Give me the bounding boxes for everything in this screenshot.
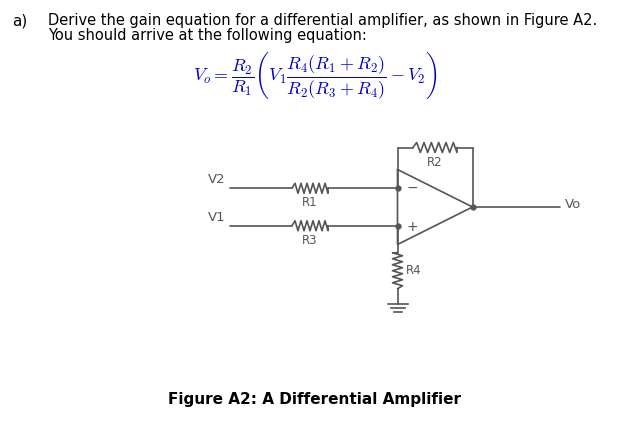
Text: a): a) (12, 13, 27, 28)
Text: You should arrive at the following equation:: You should arrive at the following equat… (48, 28, 367, 43)
Text: V1: V1 (209, 211, 226, 224)
Text: R4: R4 (406, 264, 421, 277)
Text: $+$: $+$ (406, 220, 418, 234)
Text: R1: R1 (302, 196, 318, 209)
Text: V2: V2 (209, 173, 226, 186)
Text: Figure A2: A Differential Amplifier: Figure A2: A Differential Amplifier (168, 392, 462, 407)
Text: R3: R3 (302, 234, 318, 247)
Text: Vo: Vo (565, 198, 581, 211)
Text: Derive the gain equation for a differential amplifier, as shown in Figure A2.: Derive the gain equation for a different… (48, 13, 597, 28)
Text: $\mathit{V_o} = \dfrac{\mathit{R_2}}{\mathit{R_1}}\left(\mathit{V_1}\dfrac{\math: $\mathit{V_o} = \dfrac{\mathit{R_2}}{\ma… (193, 50, 437, 101)
Text: $-$: $-$ (406, 180, 418, 194)
Text: R2: R2 (427, 155, 443, 169)
